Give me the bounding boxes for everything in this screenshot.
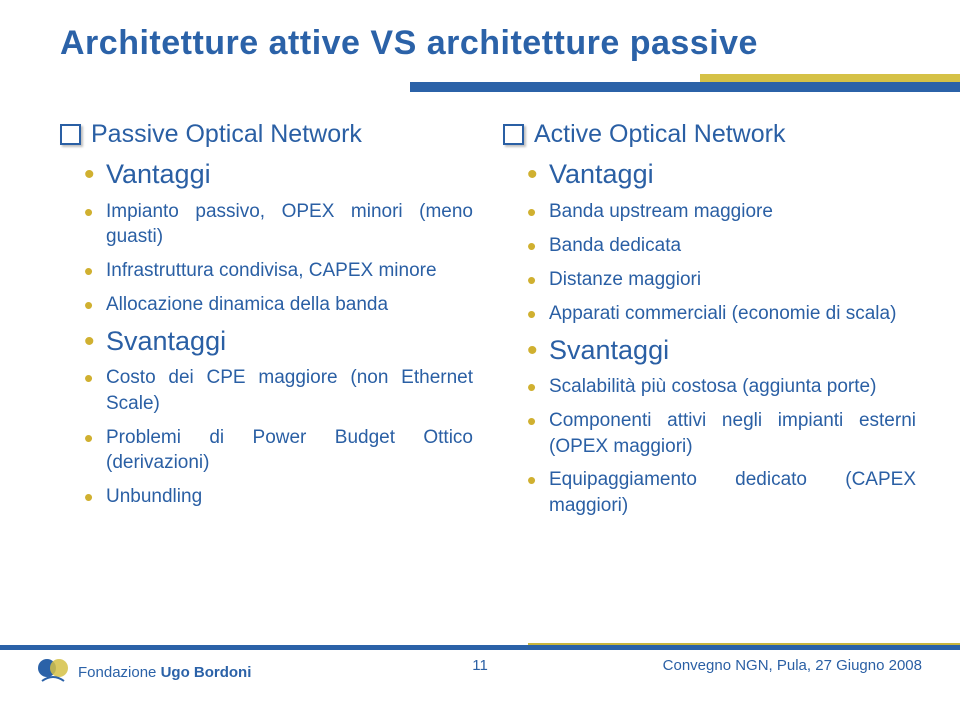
conference-label: Convegno NGN, Pula, 27 Giugno 2008 bbox=[663, 657, 922, 674]
right-heading-row: Active Optical Network bbox=[503, 120, 920, 149]
item-label: Banda dedicata bbox=[549, 233, 916, 259]
list-item: Equipaggiamento dedicato (CAPEX maggiori… bbox=[527, 467, 920, 518]
list-item: Scalabilità più costosa (aggiunta porte) bbox=[527, 374, 920, 400]
list-item: Banda dedicata bbox=[527, 233, 920, 259]
item-label: Apparati commerciali (economie di scala) bbox=[549, 301, 916, 327]
accent-bar-yellow-icon bbox=[700, 74, 960, 82]
checkbox-bullet-icon bbox=[503, 124, 524, 145]
two-column-content: Passive Optical Network Vantaggi Impiant… bbox=[60, 120, 920, 609]
fub-logo-icon bbox=[36, 657, 70, 687]
list-item: Allocazione dinamica della banda bbox=[84, 292, 477, 318]
checkbox-bullet-icon bbox=[60, 124, 81, 145]
item-label: Impianto passivo, OPEX minori (meno guas… bbox=[106, 199, 473, 250]
item-label: Allocazione dinamica della banda bbox=[106, 292, 473, 318]
list-item: Banda upstream maggiore bbox=[527, 199, 920, 225]
list-item: Vantaggi bbox=[527, 159, 920, 191]
item-label: Problemi di Power Budget Ottico (derivaz… bbox=[106, 425, 473, 476]
item-label: Distanze maggiori bbox=[549, 267, 916, 293]
slide: Architetture attive VS architetture pass… bbox=[0, 0, 960, 719]
right-column: Active Optical Network Vantaggi Banda up… bbox=[503, 120, 920, 609]
list-item: Distanze maggiori bbox=[527, 267, 920, 293]
list-item: Componenti attivi negli impianti esterni… bbox=[527, 408, 920, 459]
list-item: Vantaggi bbox=[84, 159, 477, 191]
list-item: Svantaggi bbox=[527, 335, 920, 367]
logo-text: Fondazione Ugo Bordoni bbox=[78, 664, 251, 681]
footer-accent-blue-icon bbox=[0, 645, 960, 650]
footer: Fondazione Ugo Bordoni 11 Convegno NGN, … bbox=[0, 643, 960, 703]
list-item: Apparati commerciali (economie di scala) bbox=[527, 301, 920, 327]
item-label: Vantaggi bbox=[106, 159, 473, 190]
list-item: Infrastruttura condivisa, CAPEX minore bbox=[84, 258, 477, 284]
list-item: Problemi di Power Budget Ottico (derivaz… bbox=[84, 425, 477, 476]
item-label: Svantaggi bbox=[549, 335, 916, 366]
logo-bold: Ugo Bordoni bbox=[161, 664, 252, 681]
item-label: Equipaggiamento dedicato (CAPEX maggiori… bbox=[549, 467, 916, 518]
right-list: Vantaggi Banda upstream maggiore Banda d… bbox=[527, 159, 920, 519]
item-label: Banda upstream maggiore bbox=[549, 199, 916, 225]
item-label: Infrastruttura condivisa, CAPEX minore bbox=[106, 258, 473, 284]
list-item: Costo dei CPE maggiore (non Ethernet Sca… bbox=[84, 365, 477, 416]
accent-bar-blue-icon bbox=[410, 82, 960, 92]
left-column: Passive Optical Network Vantaggi Impiant… bbox=[60, 120, 477, 609]
item-label: Vantaggi bbox=[549, 159, 916, 190]
left-heading: Passive Optical Network bbox=[91, 120, 362, 149]
item-label: Componenti attivi negli impianti esterni… bbox=[549, 408, 916, 459]
left-heading-row: Passive Optical Network bbox=[60, 120, 477, 149]
item-label: Unbundling bbox=[106, 484, 473, 510]
list-item: Unbundling bbox=[84, 484, 477, 510]
item-label: Costo dei CPE maggiore (non Ethernet Sca… bbox=[106, 365, 473, 416]
logo-prefix: Fondazione bbox=[78, 664, 156, 681]
logo: Fondazione Ugo Bordoni bbox=[36, 657, 251, 687]
slide-title: Architetture attive VS architetture pass… bbox=[60, 24, 920, 63]
left-list: Vantaggi Impianto passivo, OPEX minori (… bbox=[84, 159, 477, 510]
list-item: Impianto passivo, OPEX minori (meno guas… bbox=[84, 199, 477, 250]
page-number: 11 bbox=[472, 657, 488, 674]
item-label: Scalabilità più costosa (aggiunta porte) bbox=[549, 374, 916, 400]
item-label: Svantaggi bbox=[106, 326, 473, 357]
right-heading: Active Optical Network bbox=[534, 120, 785, 149]
list-item: Svantaggi bbox=[84, 326, 477, 358]
